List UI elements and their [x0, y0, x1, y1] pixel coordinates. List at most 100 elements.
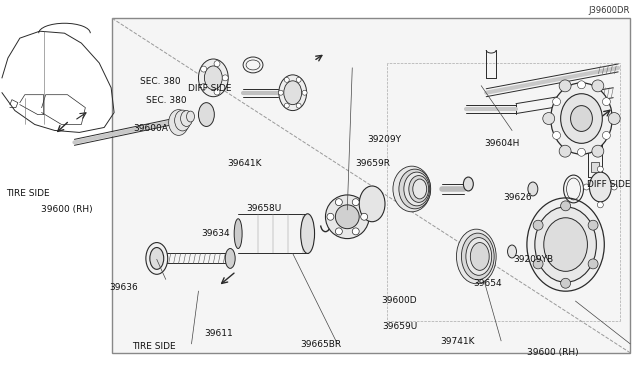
Circle shape [352, 199, 359, 206]
Ellipse shape [535, 207, 596, 282]
Circle shape [214, 61, 220, 67]
Circle shape [201, 84, 207, 90]
Text: SEC. 380: SEC. 380 [140, 77, 180, 86]
Circle shape [577, 81, 586, 89]
Circle shape [592, 145, 604, 157]
Ellipse shape [589, 172, 611, 202]
Circle shape [543, 113, 555, 125]
Circle shape [533, 259, 543, 269]
Text: 39604H: 39604H [484, 139, 520, 148]
Circle shape [284, 77, 289, 82]
Ellipse shape [413, 179, 427, 199]
Circle shape [592, 80, 604, 92]
Ellipse shape [463, 177, 474, 191]
Circle shape [611, 184, 617, 190]
Circle shape [214, 89, 220, 95]
Circle shape [335, 228, 342, 235]
Text: 39600A: 39600A [134, 124, 168, 133]
Text: 39636: 39636 [109, 283, 138, 292]
Ellipse shape [146, 243, 168, 274]
Text: SEC. 380: SEC. 380 [146, 96, 187, 105]
Text: 39741K: 39741K [440, 337, 474, 346]
Text: 39665BR: 39665BR [300, 340, 341, 349]
Circle shape [335, 199, 342, 206]
Circle shape [302, 90, 307, 95]
Text: 39641K: 39641K [227, 159, 262, 169]
Circle shape [608, 113, 620, 125]
Ellipse shape [550, 83, 612, 154]
Ellipse shape [198, 103, 214, 126]
Circle shape [577, 148, 586, 156]
Circle shape [588, 220, 598, 230]
Ellipse shape [404, 172, 429, 206]
Circle shape [588, 259, 598, 269]
Text: 39209Y: 39209Y [367, 135, 401, 144]
Bar [112, 18, 630, 353]
Ellipse shape [466, 238, 492, 275]
Text: TIRE SIDE: TIRE SIDE [6, 189, 50, 198]
Ellipse shape [150, 247, 164, 269]
Ellipse shape [284, 81, 301, 105]
Text: 39611: 39611 [205, 329, 234, 338]
Text: 39659R: 39659R [355, 159, 390, 169]
Text: TIRE SIDE: TIRE SIDE [132, 342, 176, 351]
Circle shape [602, 131, 611, 140]
Circle shape [222, 75, 228, 81]
Ellipse shape [359, 186, 385, 222]
Ellipse shape [279, 75, 307, 110]
Text: J39600DR: J39600DR [589, 6, 630, 15]
Ellipse shape [527, 198, 604, 291]
Text: 39658U: 39658U [246, 203, 281, 213]
Circle shape [597, 166, 604, 172]
Circle shape [597, 202, 604, 208]
Ellipse shape [225, 248, 235, 268]
Ellipse shape [169, 110, 189, 135]
Text: 39600 (RH): 39600 (RH) [527, 347, 579, 357]
Ellipse shape [409, 176, 429, 202]
Circle shape [561, 201, 571, 211]
Circle shape [533, 220, 543, 230]
Ellipse shape [571, 106, 593, 131]
Text: 39654: 39654 [474, 279, 502, 288]
Circle shape [559, 80, 571, 92]
Ellipse shape [301, 214, 314, 253]
Ellipse shape [461, 233, 494, 280]
Ellipse shape [204, 66, 222, 90]
Circle shape [561, 278, 571, 288]
Circle shape [559, 145, 571, 157]
Ellipse shape [528, 182, 538, 196]
Ellipse shape [175, 110, 191, 131]
Ellipse shape [508, 245, 516, 258]
Circle shape [361, 213, 367, 220]
Circle shape [327, 213, 334, 220]
Ellipse shape [234, 219, 242, 248]
Ellipse shape [544, 218, 588, 271]
Ellipse shape [198, 59, 228, 97]
Text: 39600 (RH): 39600 (RH) [41, 205, 93, 215]
Text: DIFF SIDE: DIFF SIDE [588, 180, 631, 189]
Circle shape [602, 98, 611, 106]
Circle shape [326, 195, 369, 238]
Text: 39600D: 39600D [381, 296, 417, 305]
Text: DIFF SIDE: DIFF SIDE [188, 84, 231, 93]
Text: 39626: 39626 [503, 193, 532, 202]
Circle shape [278, 90, 284, 95]
Circle shape [284, 103, 289, 108]
Circle shape [584, 184, 589, 190]
Circle shape [552, 98, 561, 106]
Ellipse shape [393, 166, 431, 212]
Ellipse shape [180, 110, 193, 126]
Ellipse shape [561, 94, 602, 143]
Circle shape [335, 205, 359, 229]
Ellipse shape [186, 111, 195, 122]
Ellipse shape [470, 243, 489, 270]
Circle shape [296, 103, 301, 108]
Circle shape [296, 77, 301, 82]
Text: 39209YB: 39209YB [513, 255, 554, 264]
Text: 39659U: 39659U [383, 322, 418, 331]
Circle shape [352, 228, 359, 235]
Ellipse shape [456, 229, 496, 284]
Circle shape [201, 66, 207, 72]
Text: 39634: 39634 [202, 230, 230, 238]
Circle shape [552, 131, 561, 140]
